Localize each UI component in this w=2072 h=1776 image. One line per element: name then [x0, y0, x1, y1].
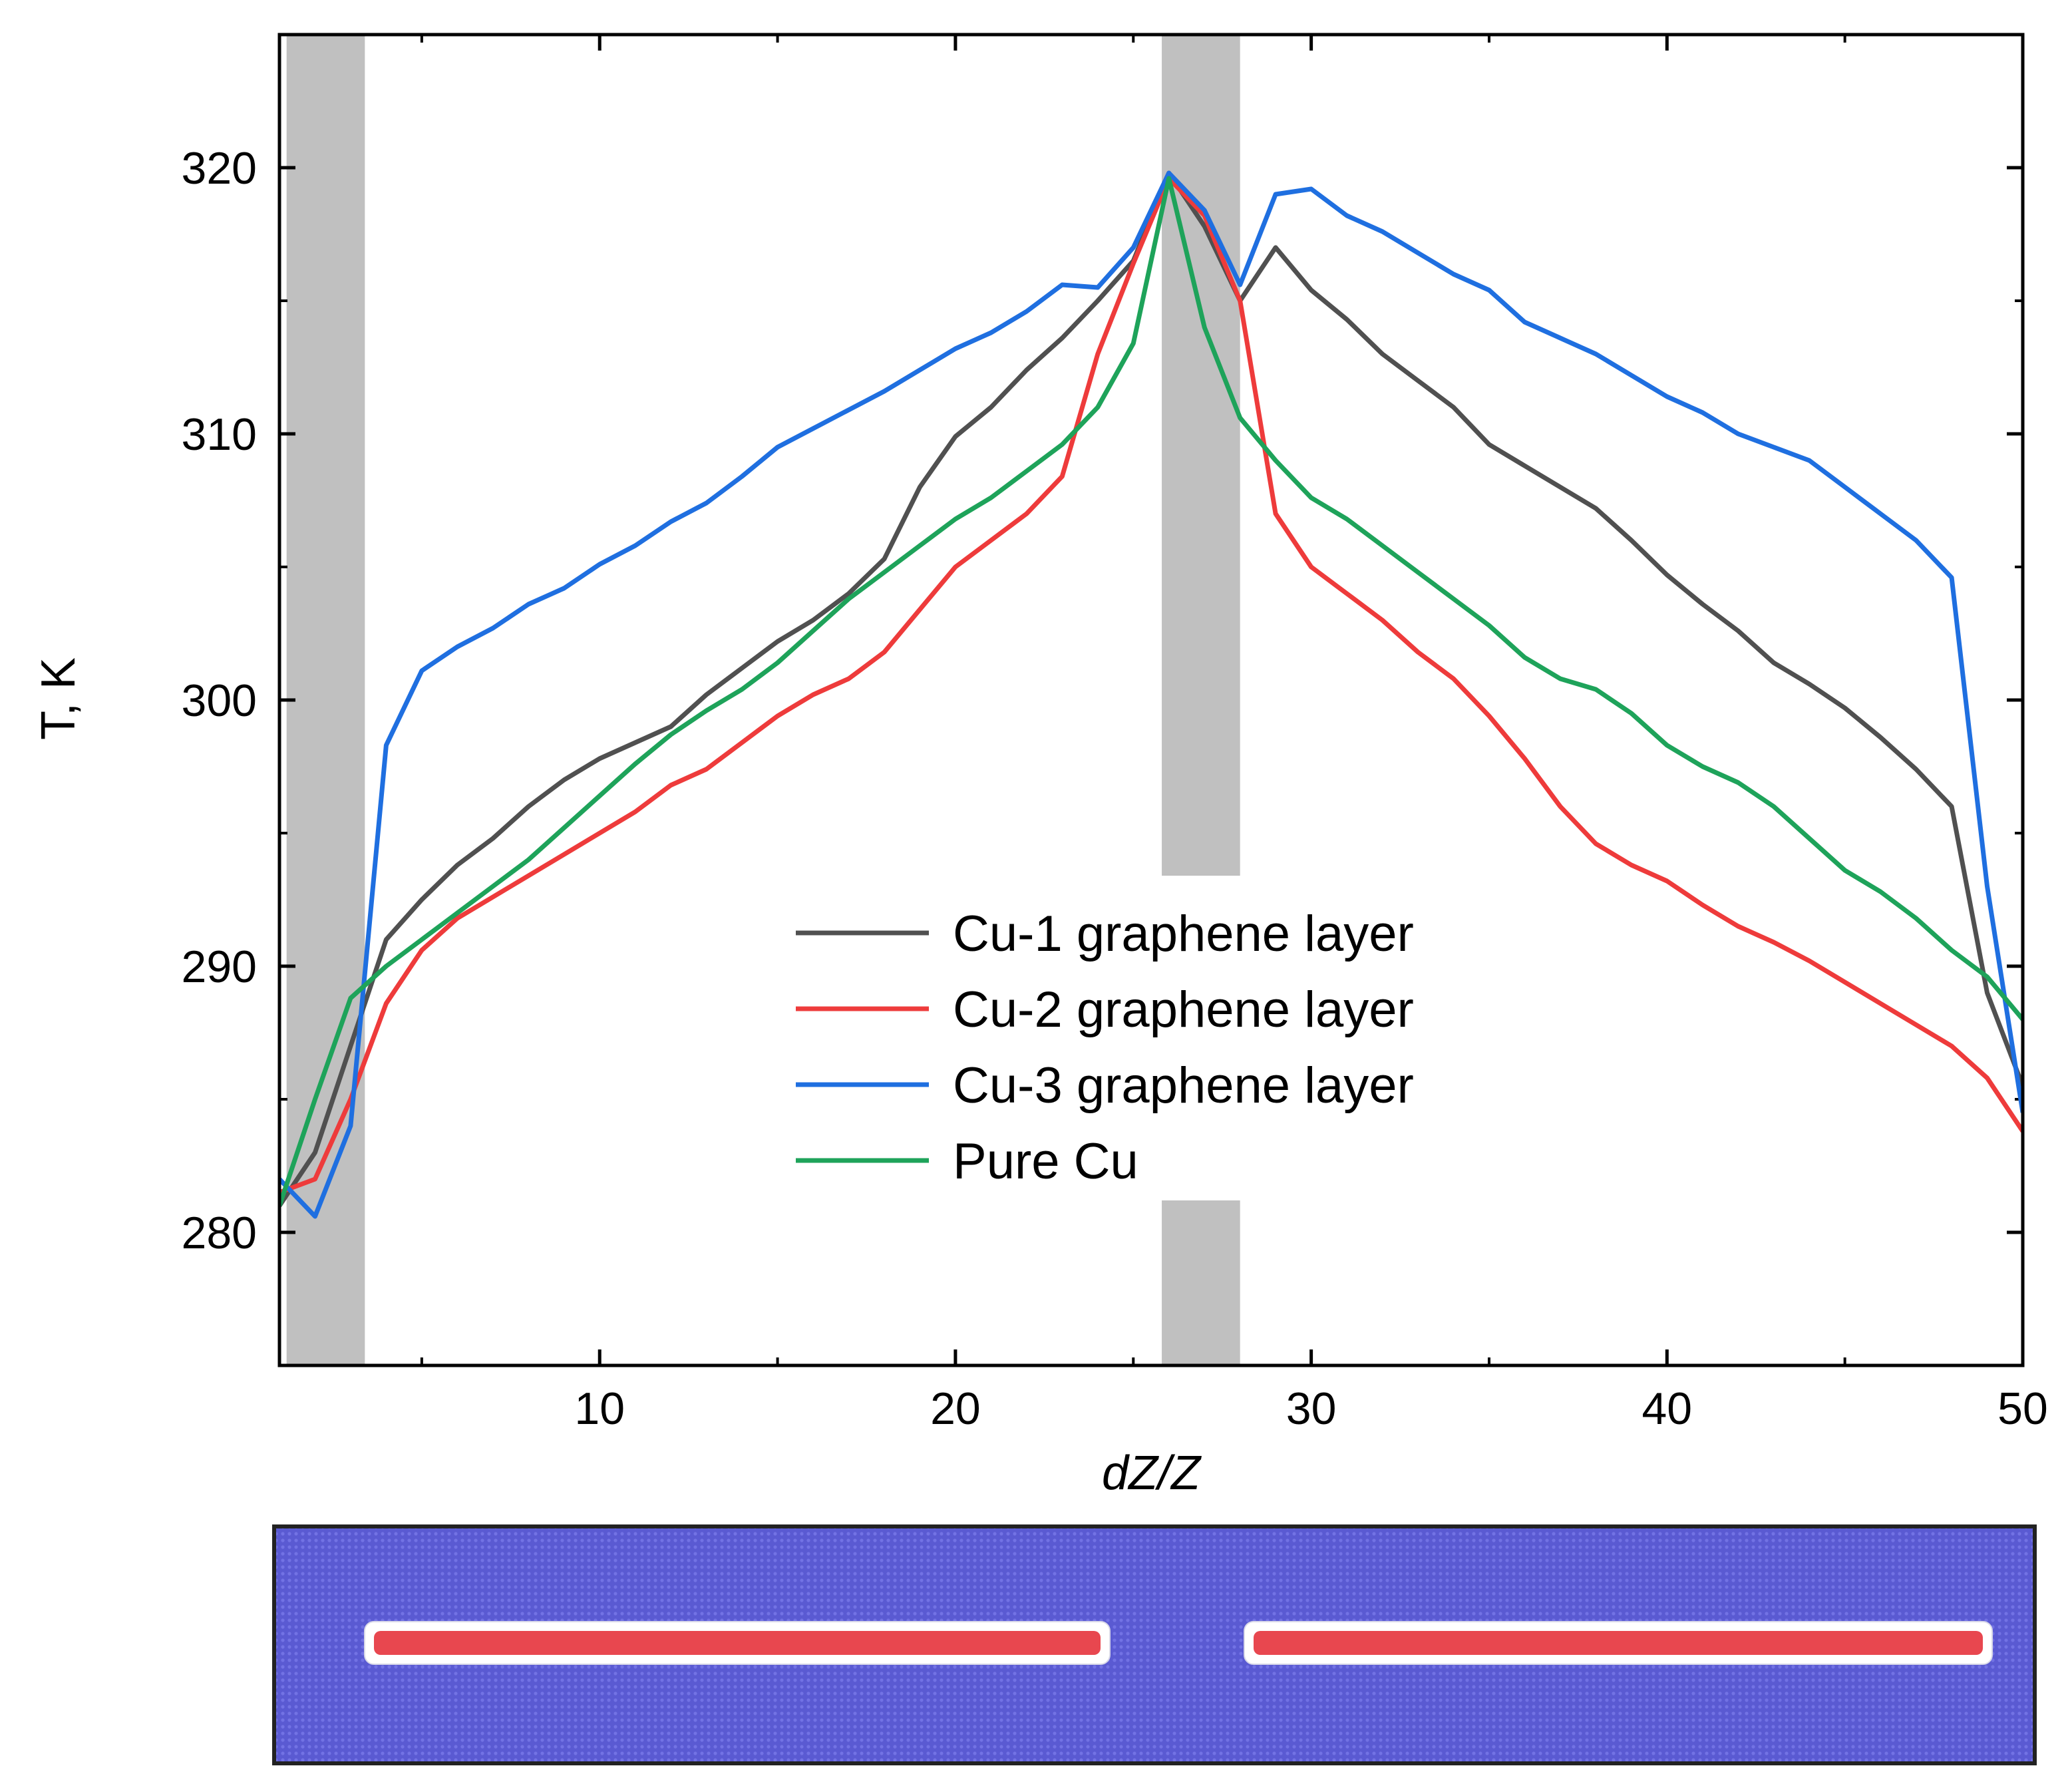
legend: Cu-1 graphene layer Cu-2 graphene layer Cu… — [796, 906, 1414, 1190]
series-lines — [279, 170, 2023, 1219]
legend-label: Cu-3 graphene layer — [953, 1057, 1414, 1114]
y-tick-label: 280 — [182, 1208, 257, 1258]
y-tick-label: 310 — [182, 409, 257, 460]
shaded-region-2 — [1162, 35, 1240, 876]
y-tick-label: 320 — [182, 143, 257, 194]
tick-labels: 10 20 30 40 50 280 290 300 310 320 — [182, 143, 2048, 1434]
x-axis-title: dZ/Z — [1102, 1447, 1202, 1500]
x-tick-label: 10 — [574, 1383, 625, 1434]
x-tick-label: 50 — [1997, 1383, 2048, 1434]
x-tick-label: 30 — [1286, 1383, 1337, 1434]
inset-rod-right-core — [1254, 1631, 1983, 1655]
plot-frame — [277, 33, 2025, 1367]
shaded-region-1 — [286, 35, 365, 1365]
axis-ticks — [279, 33, 2025, 1367]
x-tick-label: 20 — [930, 1383, 981, 1434]
legend-label: Cu-2 graphene layer — [953, 981, 1414, 1038]
y-tick-label: 290 — [182, 942, 257, 992]
shaded-region-3 — [1162, 1200, 1240, 1365]
y-axis-title: T, K — [32, 657, 85, 740]
y-tick-label: 300 — [182, 675, 257, 726]
legend-label: Pure Cu — [953, 1133, 1138, 1190]
series-line-4 — [279, 176, 2023, 1207]
simulation-inset — [272, 1524, 2037, 1765]
x-tick-label: 40 — [1641, 1383, 1692, 1434]
series-line-2 — [279, 176, 2023, 1195]
inset-rod-left-core — [374, 1631, 1101, 1655]
series-line-1 — [279, 170, 2023, 1207]
series-line-3 — [279, 170, 2023, 1219]
legend-label: Cu-1 graphene layer — [953, 906, 1414, 962]
